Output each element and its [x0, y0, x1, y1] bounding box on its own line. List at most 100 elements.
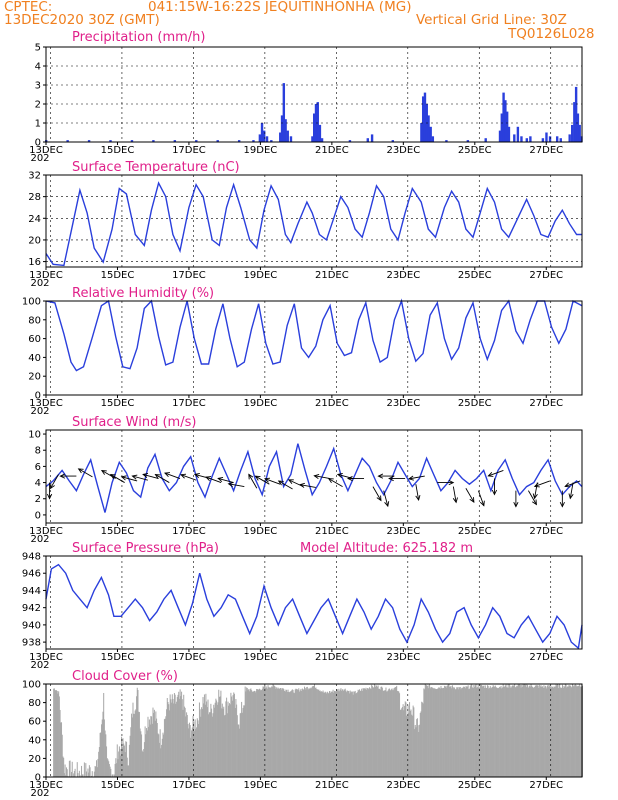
cloud-bar [108, 764, 110, 777]
cloud-bar [60, 722, 62, 777]
cloud-bar [456, 687, 458, 777]
wind-vector-head [131, 474, 138, 480]
cloud-bar [188, 728, 190, 777]
cloud-bar [249, 689, 251, 777]
cloud-bar [281, 688, 283, 777]
wind-vector-shaft [228, 483, 245, 488]
rh-frame [45, 300, 583, 396]
cloud-bar [149, 724, 151, 777]
cloud-bar [386, 691, 388, 777]
cloud-bar [497, 688, 499, 777]
precip-bar [284, 119, 287, 142]
precip-bar [466, 140, 470, 142]
precip-bar [500, 113, 503, 142]
cloud-bar [173, 693, 175, 777]
cloud-bar [219, 696, 221, 777]
cloud-bar [131, 717, 133, 777]
precip-bar [568, 134, 571, 142]
cloud-bar [215, 698, 217, 777]
cloud-bar [401, 708, 403, 777]
cloud-bar [83, 762, 85, 777]
cloud-bar [505, 684, 507, 777]
cloud-bar [348, 690, 350, 777]
rh-xtick-label: 15DEC [101, 398, 135, 409]
cloud-bar [266, 688, 268, 777]
cloud-bar [486, 687, 488, 777]
cloud-bar [277, 687, 279, 777]
cloud-bar [407, 705, 409, 777]
cloud-bar [500, 686, 502, 777]
cloud-bar [295, 688, 297, 777]
cloud-bar [211, 708, 213, 777]
precip-bar [513, 134, 516, 142]
cloud-bar [88, 772, 90, 777]
wind-vector-arrow [142, 473, 159, 479]
cloud-bar [375, 685, 377, 777]
cloud-bar [546, 688, 548, 777]
cloud-bar [133, 713, 135, 777]
cloud-bar [549, 686, 551, 777]
cloud-bar [463, 686, 465, 777]
cloud-bar [159, 729, 161, 777]
cloud-bar [509, 684, 511, 777]
precip-xtick-label: 23DEC [386, 145, 420, 156]
cloud-bar [575, 685, 577, 777]
cloud-bar [242, 707, 244, 777]
wind-ytick-label: 6 [35, 462, 41, 473]
cloud-bar [245, 691, 247, 777]
wind-vector-head [388, 475, 394, 482]
cloud-bar [501, 688, 503, 777]
press-year-label: 202 [30, 660, 49, 671]
wind-vector-arrow [568, 482, 574, 500]
cloud-bar [203, 703, 205, 777]
precip-ytick-label: 3 [35, 81, 41, 92]
cloud-bar [268, 687, 270, 777]
wind-vector-arrow [336, 473, 354, 479]
cloud-bar [362, 688, 364, 777]
rh-ytick-label: 100 [22, 297, 41, 308]
precip-bar [516, 126, 520, 142]
cloud-bar [150, 716, 152, 777]
cloud-bar [258, 689, 260, 777]
cloud-bar [251, 691, 253, 777]
cloud-bar [116, 763, 118, 777]
wind-ytick-label: 2 [35, 494, 41, 505]
wind-vector-head [49, 483, 55, 490]
cloud-bar [553, 686, 555, 777]
cloud-bar [86, 771, 88, 777]
cloud-bar [129, 735, 131, 777]
cloud-bar [412, 705, 414, 777]
cloud-bar [308, 688, 311, 777]
cloud-bar [151, 723, 153, 777]
cloud-bar [449, 686, 451, 777]
cloud-bar [559, 687, 561, 777]
cloud-bar [138, 712, 140, 777]
cloud-bar [406, 716, 408, 777]
precip-bar [420, 123, 423, 142]
wind-vector-shaft [477, 490, 485, 506]
cloud-bar [61, 722, 63, 777]
cloud-bar [496, 687, 498, 777]
rh-xtick-label: 27DEC [529, 398, 563, 409]
cloud-bar [491, 687, 493, 777]
cloud-bar [547, 684, 549, 777]
cloud-bar [519, 685, 521, 777]
cloud-bar [266, 687, 268, 777]
cloud-bar [327, 692, 329, 777]
cloud-bar [63, 757, 65, 777]
cloud-bar [468, 689, 470, 777]
temp-xtick-label: 27DEC [529, 270, 563, 281]
cloud-bar [378, 688, 380, 777]
wind-year-label: 202 [30, 534, 49, 545]
cloud-bar [403, 710, 405, 777]
cloud-bar [337, 691, 339, 777]
cloud-bar [102, 711, 104, 777]
cloud-bar [574, 684, 576, 777]
cloud-bar [328, 693, 330, 777]
rh-ytick-label: 0 [35, 391, 41, 402]
precip-title: Precipitation (mm/h) [72, 30, 205, 45]
wind-vector-head [568, 493, 574, 500]
cloud-bar [104, 730, 106, 777]
wind-vector-arrow [564, 480, 581, 488]
